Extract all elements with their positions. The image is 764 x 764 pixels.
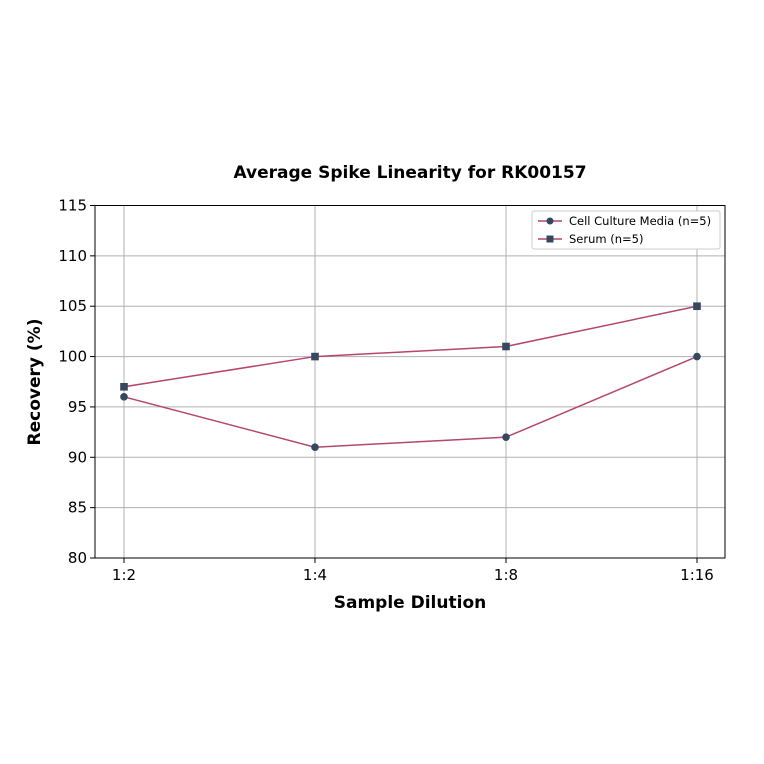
data-point xyxy=(120,393,128,401)
grid-lines xyxy=(95,205,725,559)
circle-marker-icon xyxy=(546,217,554,225)
data-point xyxy=(693,352,701,361)
y-tick-label: 105 xyxy=(58,297,87,315)
data-point xyxy=(311,352,319,361)
data-point xyxy=(120,382,128,391)
y-tick-label: 110 xyxy=(58,247,87,265)
legend-item-cell-culture-media: Cell Culture Media (n=5) xyxy=(538,214,711,228)
x-tick-label: 1:8 xyxy=(494,566,518,584)
plot-frame xyxy=(94,205,726,559)
y-tick-label: 80 xyxy=(68,549,87,567)
y-axis-ticks: 80 85 90 95 100 105 110 115 xyxy=(58,197,95,567)
data-point xyxy=(502,342,510,351)
legend: Cell Culture Media (n=5) Serum (n=5) xyxy=(531,210,721,250)
x-axis-label: Sample Dilution xyxy=(334,593,486,613)
chart-title: Average Spike Linearity for RK00157 xyxy=(233,163,586,183)
legend-box xyxy=(531,210,721,250)
x-tick-label: 1:4 xyxy=(303,566,327,584)
x-tick-label: 1:16 xyxy=(680,566,714,584)
data-series xyxy=(120,302,701,452)
svg-text:Serum (n=5): Serum (n=5) xyxy=(569,232,643,246)
legend-item-serum: Serum (n=5) xyxy=(538,232,643,246)
square-marker-icon xyxy=(546,235,554,243)
series-1 xyxy=(120,302,701,391)
x-tick-label: 1:2 xyxy=(112,566,136,584)
y-tick-label: 115 xyxy=(58,197,87,215)
data-point xyxy=(311,443,319,452)
data-point xyxy=(693,302,701,311)
y-tick-label: 95 xyxy=(68,398,87,416)
y-tick-label: 85 xyxy=(68,499,87,517)
y-axis-label: Recovery (%) xyxy=(25,319,45,446)
data-point xyxy=(502,433,510,441)
y-tick-label: 100 xyxy=(58,348,87,366)
series-0 xyxy=(120,352,701,452)
svg-text:Cell Culture Media (n=5): Cell Culture Media (n=5) xyxy=(569,214,711,228)
y-tick-label: 90 xyxy=(68,448,87,466)
x-axis-ticks: 1:2 1:4 1:8 1:16 xyxy=(112,558,714,584)
